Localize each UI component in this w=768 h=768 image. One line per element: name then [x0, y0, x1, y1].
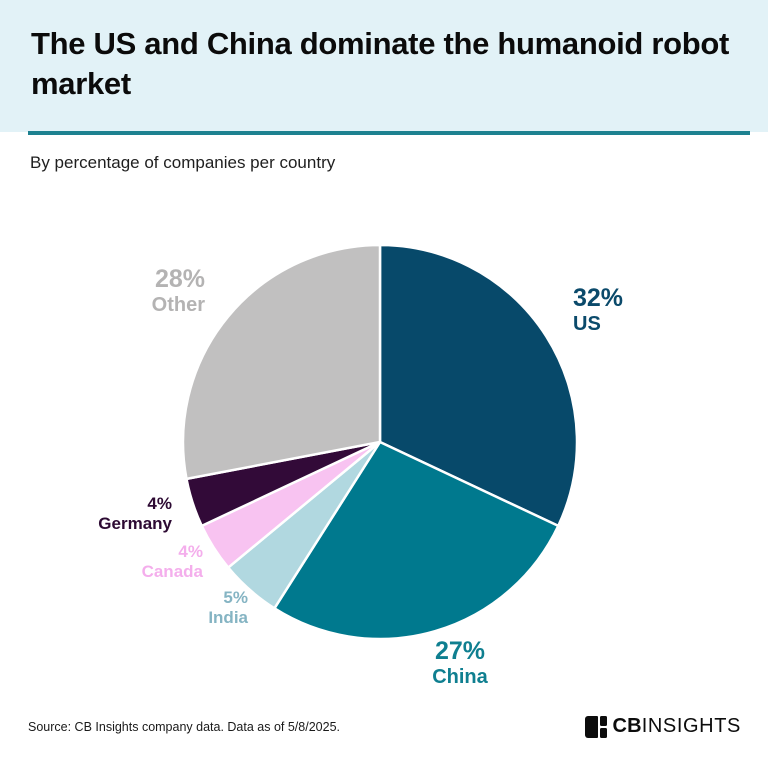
pie-label-other-name: Other: [151, 294, 205, 316]
cbinsights-logo-text: CBINSIGHTS: [612, 715, 741, 737]
pie-label-canada: 4% Canada: [142, 542, 203, 582]
pie-slice-us: [378, 243, 579, 528]
pie-label-canada-name: Canada: [141, 562, 203, 581]
pie-slice-other: [181, 243, 382, 481]
cbinsights-logo-icon: [585, 715, 608, 738]
pie-label-india: 5% India: [208, 588, 248, 628]
pie-label-canada-value: 4%: [178, 542, 203, 561]
pie-label-us-value: 32%: [573, 284, 624, 312]
pie-label-india-name: India: [208, 608, 248, 627]
source-note: Source: CB Insights company data. Data a…: [28, 720, 340, 734]
pie-label-germany: 4% Germany: [98, 494, 172, 534]
header-divider: [28, 131, 750, 135]
pie-label-other: 28% Other: [152, 265, 205, 317]
page-title: The US and China dominate the humanoid r…: [31, 26, 730, 101]
pie-label-china-value: 27%: [434, 637, 486, 665]
pie-label-other-value: 28%: [154, 265, 205, 293]
pie-label-germany-value: 4%: [147, 494, 172, 513]
pie-label-germany-name: Germany: [98, 514, 172, 533]
pie-slice-china: [273, 440, 560, 641]
pie-label-us: 32% US: [573, 284, 623, 336]
pie-label-china-name: China: [432, 666, 488, 688]
chart-subtitle: By percentage of companies per country: [30, 153, 336, 172]
header-band: [0, 0, 768, 132]
pie-label-china: 27% China: [400, 637, 520, 689]
cbinsights-logo: CBINSIGHTS: [585, 715, 741, 738]
pie-label-us-name: US: [573, 313, 601, 335]
pie-label-india-value: 5%: [223, 588, 248, 607]
